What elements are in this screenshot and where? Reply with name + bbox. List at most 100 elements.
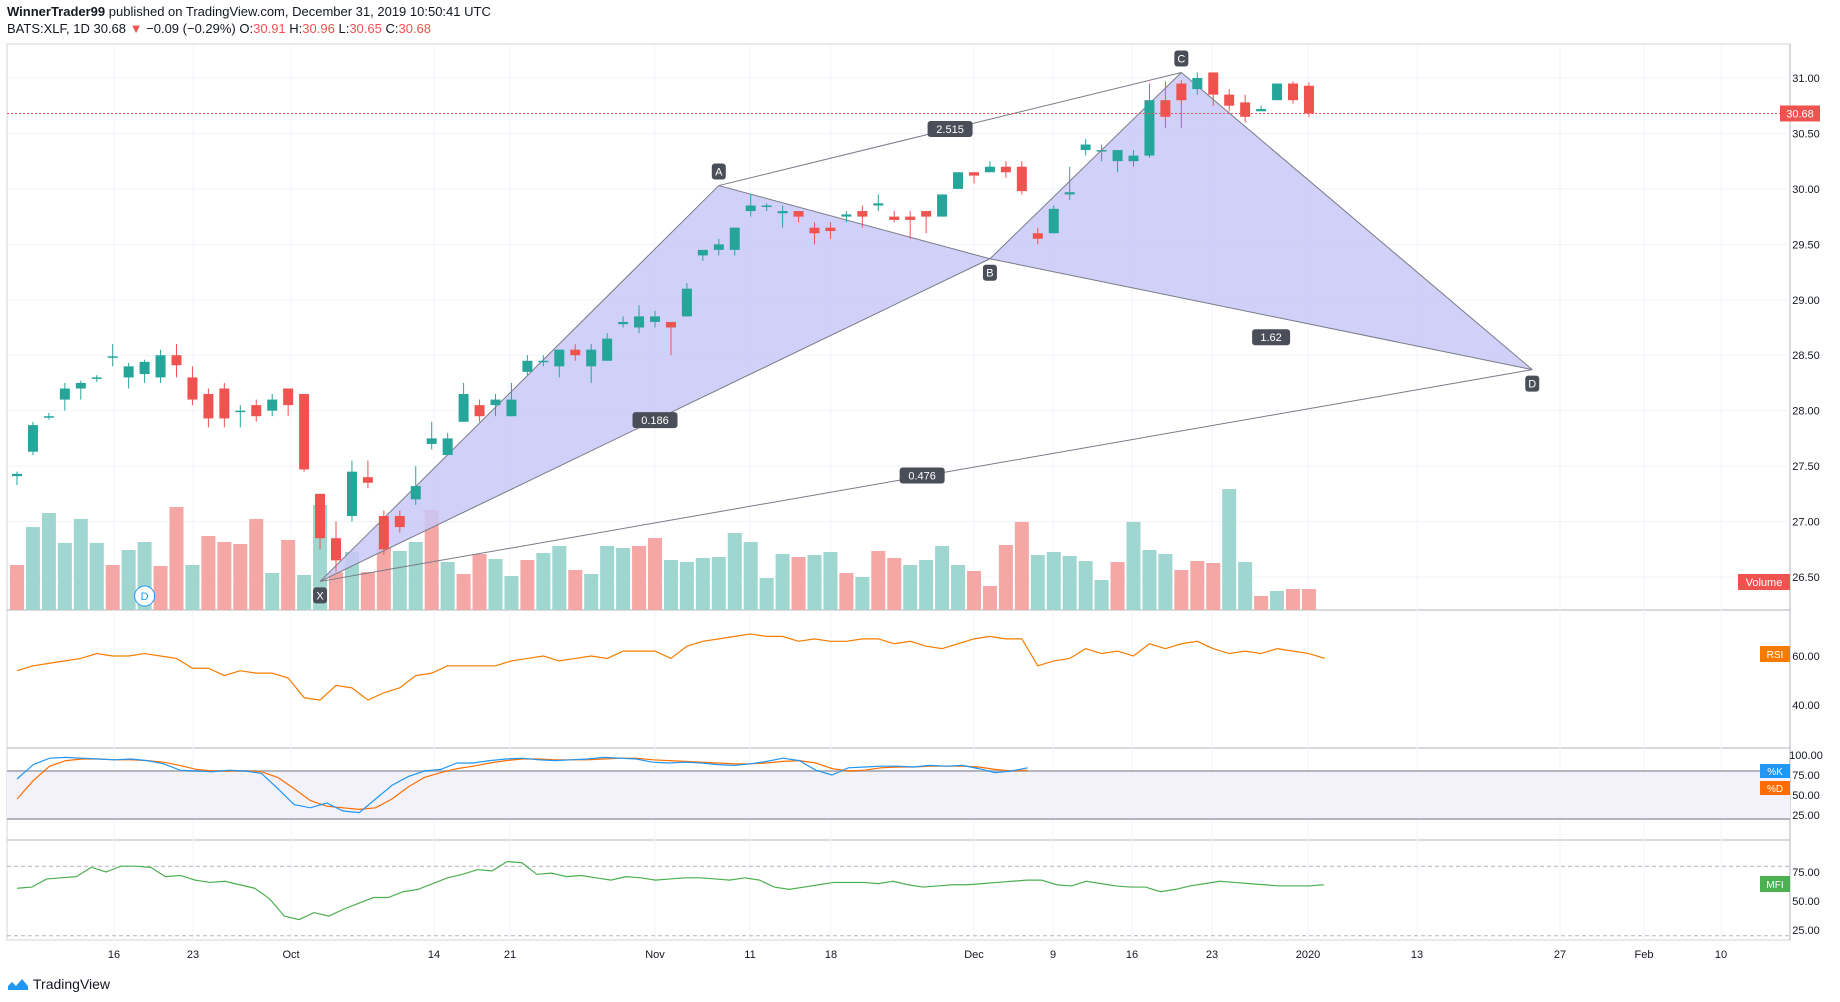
volume-bar — [584, 574, 599, 610]
volume-bar — [472, 554, 487, 610]
price-tick-label: 31.00 — [1792, 73, 1820, 85]
candle-body — [59, 388, 70, 400]
candle-body — [171, 355, 182, 366]
stoch-k-badge: %K — [1760, 764, 1790, 778]
volume-bar — [759, 578, 774, 610]
pattern-ratio-label: 0.186 — [632, 412, 678, 429]
volume-bar — [887, 558, 902, 610]
pattern-ratio-label: 1.62 — [1252, 329, 1291, 346]
pattern-ratio-label: 0.476 — [899, 467, 945, 484]
candle-body — [1160, 100, 1171, 117]
candle-body — [490, 399, 501, 406]
volume-bar — [855, 577, 870, 610]
candle-body — [27, 425, 38, 452]
volume-bar — [1238, 562, 1253, 610]
volume-bar — [265, 573, 280, 610]
volume-badge: Volume — [1738, 574, 1790, 590]
candle-body — [793, 211, 804, 217]
volume-bar — [871, 551, 886, 610]
time-tick-label: Oct — [282, 949, 299, 961]
time-tick-label: 27 — [1554, 949, 1566, 961]
stoch-tick-label: 75.00 — [1792, 770, 1820, 782]
symbol-label: BATS:XLF, 1D — [7, 21, 90, 36]
rsi-badge: RSI — [1760, 646, 1790, 662]
candle-body — [1144, 100, 1155, 156]
candle-body — [75, 382, 86, 389]
volume-bar — [935, 546, 950, 610]
point-label: A — [715, 167, 723, 179]
volume-bar — [57, 543, 72, 610]
candle-body — [713, 244, 724, 250]
volume-bar — [1190, 561, 1205, 610]
stoch-k-line — [16, 756, 1028, 814]
volume-bar — [1062, 556, 1077, 610]
volume-bar — [1301, 589, 1316, 610]
volume-bar — [360, 572, 375, 610]
volume-bar — [233, 544, 248, 610]
volume-bar — [201, 536, 216, 610]
price-tick-label: 27.00 — [1792, 517, 1820, 529]
candle-body — [634, 316, 645, 328]
candle-body — [123, 366, 134, 378]
volume-bar — [1286, 589, 1300, 610]
publisher-name[interactable]: WinnerTrader99 — [7, 4, 106, 19]
tradingview-brand[interactable]: TradingView — [7, 976, 110, 992]
volume-bar — [297, 575, 312, 610]
volume-bar — [791, 557, 806, 610]
mfi-line — [16, 860, 1324, 921]
volume-bar — [998, 545, 1013, 610]
candle-body — [235, 410, 246, 413]
candle-body — [331, 538, 341, 561]
last-price: 30.68 — [93, 21, 127, 36]
price-tick-label: 28.50 — [1792, 350, 1820, 362]
candle-body — [251, 405, 262, 417]
candle-body — [362, 477, 373, 483]
point-label: D — [1528, 379, 1536, 391]
point-label: C — [1177, 53, 1185, 65]
time-tick-label: 23 — [187, 949, 199, 961]
candle-body — [1256, 109, 1267, 112]
candle-body — [681, 288, 692, 317]
volume-bar — [711, 557, 726, 610]
candle-body — [665, 321, 676, 328]
volume-bar — [1046, 552, 1061, 610]
candle-body — [602, 338, 613, 361]
candle-body — [873, 203, 884, 206]
volume-bar — [169, 507, 184, 610]
candle-body — [809, 227, 820, 234]
volume-bar — [73, 519, 88, 610]
candle-body — [506, 399, 517, 417]
candle-body — [984, 166, 995, 173]
ratio-text: 0.476 — [908, 471, 936, 483]
volume-bar — [648, 538, 662, 610]
pattern-ratio-label: 2.515 — [927, 121, 973, 138]
candle-body — [139, 361, 150, 375]
candle-body — [1303, 85, 1314, 114]
low-label: L: — [338, 21, 350, 36]
volume-bar — [903, 565, 918, 610]
pattern-triangle-xab — [320, 185, 990, 582]
publish-line: WinnerTrader99 published on TradingView.… — [7, 4, 491, 19]
candle-body — [442, 438, 453, 456]
close-value: 30.68 — [398, 21, 432, 36]
candle-body — [1048, 208, 1059, 234]
candle-body — [1096, 150, 1107, 152]
time-tick-label: 14 — [428, 949, 440, 961]
high-value: 30.96 — [302, 21, 335, 36]
volume-bar — [600, 546, 615, 610]
volume-bar — [1078, 561, 1093, 610]
dividend-badge: D — [134, 585, 156, 607]
volume-bar — [1142, 550, 1157, 610]
candle-body — [1176, 83, 1187, 101]
point-label: B — [986, 268, 993, 280]
volume-bar — [520, 560, 535, 610]
chart-canvas[interactable]: 0.186 2.515 1.62 0.476 X A B C D D 26.50 27.00 27.50… — [0, 0, 1840, 970]
candle-body — [378, 516, 389, 550]
last-price-badge: 30.68 — [1780, 105, 1820, 122]
volume-bar — [967, 571, 981, 610]
tradingview-logo-icon — [8, 979, 28, 990]
candle-body — [697, 249, 708, 256]
volume-bar — [568, 570, 583, 610]
stoch-tick-label: 50.00 — [1792, 790, 1820, 802]
stoch-d-text: %D — [1767, 784, 1783, 795]
